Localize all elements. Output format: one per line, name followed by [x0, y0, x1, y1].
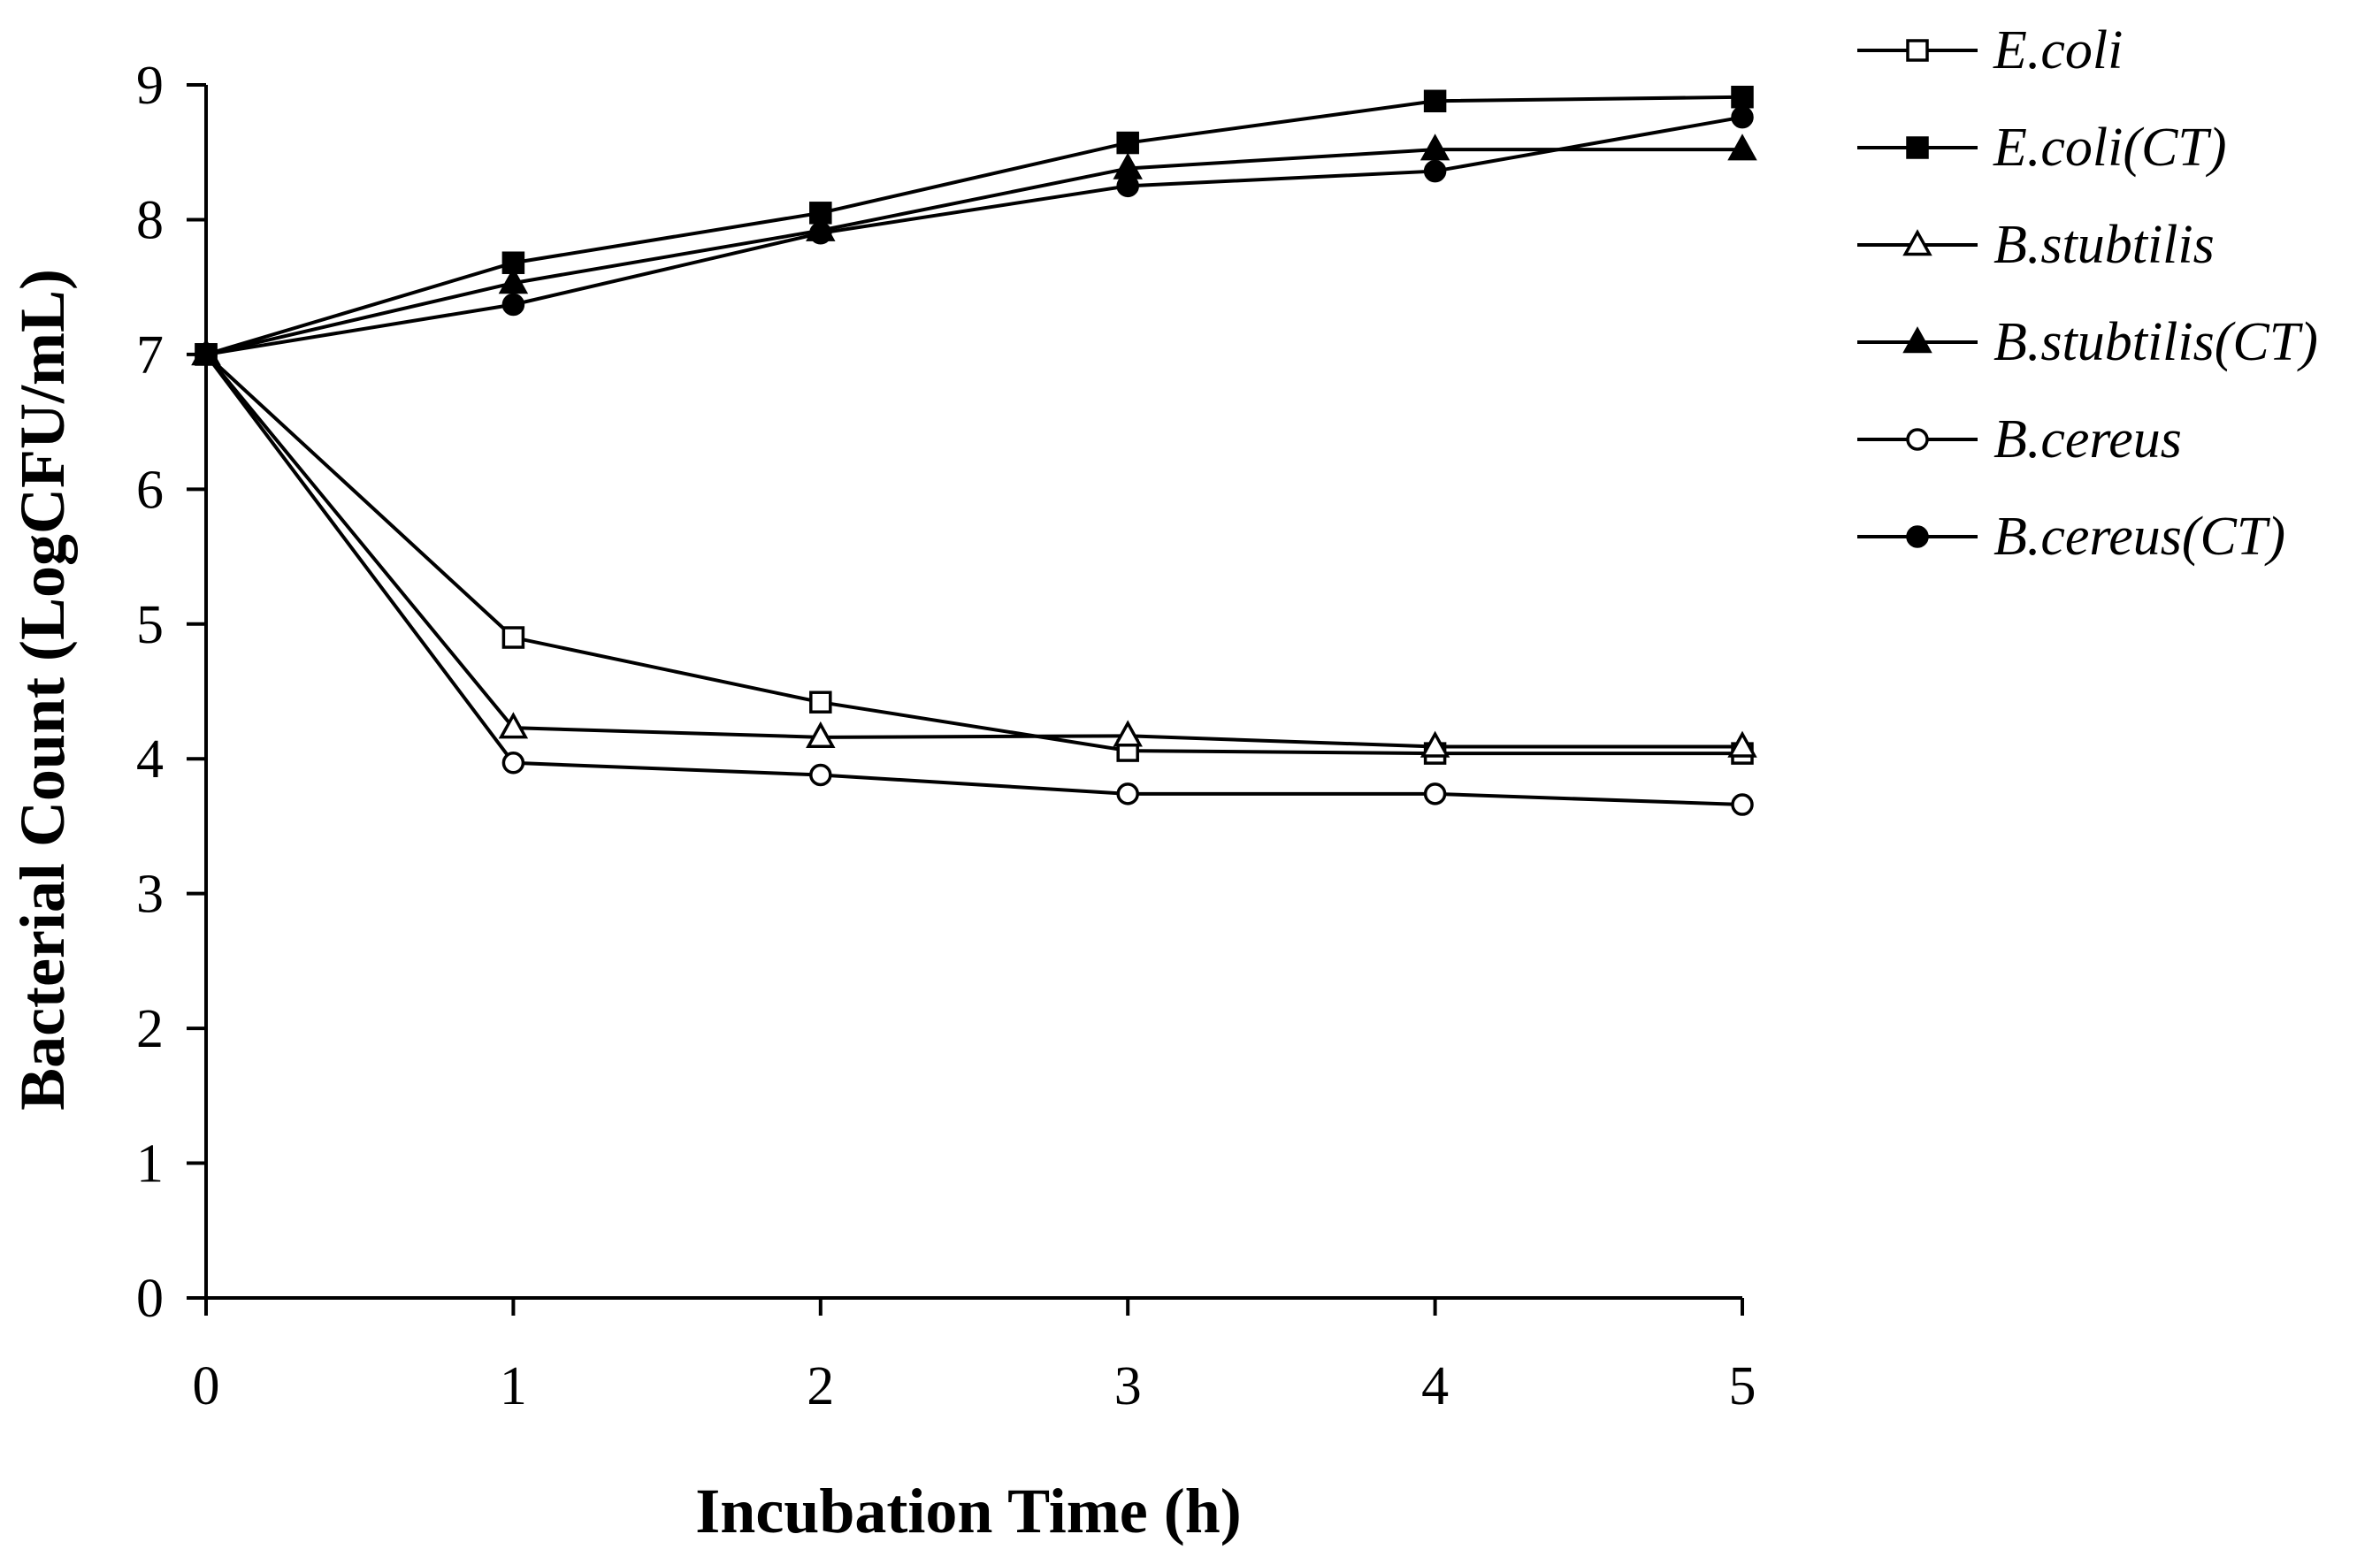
legend-label-3: B.stubtilis(CT) [1994, 312, 2318, 372]
x-tick-label-3: 3 [1114, 1356, 1142, 1416]
y-axis-title: Bacterial Count (LogCFU/mL) [7, 269, 78, 1111]
data-point-4-5 [1731, 793, 1754, 816]
legend-marker-2 [1902, 229, 1932, 256]
legend-item-3: B.stubtilis(CT) [1857, 312, 2318, 372]
data-point-1-4 [1423, 89, 1447, 113]
legend-label-5: B.cereus(CT) [1994, 507, 2285, 567]
series-line-4 [204, 353, 1743, 807]
y-tick-label-3: 3 [136, 865, 164, 925]
data-point-2-4 [1420, 730, 1450, 758]
ticks: 0 1 2 3 4 5 6 7 8 9 0 1 2 3 4 5 [136, 56, 1756, 1416]
data-point-0-1 [501, 626, 525, 649]
y-tick-label-8: 8 [136, 190, 164, 250]
legend: E.coli E.coli(CT) B.stubtilis B.stubtilis(C… [1857, 20, 2318, 567]
legend-marker-0 [1906, 39, 1929, 62]
series-2 [191, 338, 1757, 758]
data-point-3-1 [498, 267, 529, 294]
series-line-1 [205, 95, 1743, 356]
x-tick-label-4: 4 [1421, 1356, 1449, 1416]
data-point-5-3 [1116, 174, 1139, 198]
data-point-4-3 [1116, 782, 1139, 805]
x-axis-title: Incubation Time (h) [695, 1476, 1241, 1546]
series-line-0 [204, 353, 1742, 756]
legend-marker-3 [1902, 326, 1932, 354]
y-tick-label-1: 1 [136, 1134, 164, 1194]
y-tick-label-2: 2 [136, 999, 164, 1059]
x-tick-label-2: 2 [807, 1356, 834, 1416]
legend-marker-4 [1906, 428, 1929, 451]
data-point-2-1 [498, 712, 529, 739]
legend-item-4: B.cereus [1857, 409, 2182, 469]
y-tick-label-5: 5 [136, 595, 164, 655]
legend-label-4: B.cereus [1994, 409, 2182, 469]
y-tick-label-9: 9 [136, 56, 164, 116]
legend-label-0: E.coli [1993, 20, 2123, 80]
data-point-4-4 [1423, 782, 1447, 805]
legend-item-2: B.stubtilis [1857, 215, 2215, 275]
legend-label-1: E.coli(CT) [1993, 118, 2226, 178]
series-5 [195, 105, 1754, 366]
data-point-3-5 [1727, 134, 1757, 161]
series-0 [195, 343, 1754, 765]
legend-item-5: B.cereus(CT) [1857, 507, 2285, 567]
data-point-4-1 [501, 752, 525, 775]
series [191, 85, 1757, 816]
data-point-5-4 [1423, 159, 1447, 183]
legend-item-0: E.coli [1857, 20, 2123, 80]
data-point-1-3 [1116, 131, 1139, 155]
x-tick-label-5: 5 [1729, 1356, 1756, 1416]
data-point-3-4 [1420, 134, 1450, 161]
axes: Bacterial Count (LogCFU/mL) Incubation T… [7, 85, 1742, 1546]
y-tick-label-0: 0 [136, 1269, 164, 1329]
data-point-5-0 [195, 343, 218, 366]
legend-marker-1 [1906, 136, 1929, 159]
series-line-2 [204, 353, 1742, 749]
legend-marker-5 [1906, 525, 1929, 548]
y-tick-label-7: 7 [136, 325, 164, 385]
series-4 [195, 343, 1754, 816]
x-tick-label-0: 0 [193, 1356, 220, 1416]
data-point-1-5 [1731, 85, 1754, 109]
data-point-5-2 [809, 221, 832, 245]
series-line-5 [205, 115, 1743, 356]
data-point-2-5 [1727, 730, 1757, 758]
y-tick-label-6: 6 [136, 460, 164, 520]
y-tick-label-4: 4 [136, 729, 164, 790]
legend-label-2: B.stubtilis [1994, 215, 2215, 275]
data-point-5-5 [1731, 105, 1754, 129]
series-line-3 [205, 148, 1742, 356]
x-tick-label-1: 1 [500, 1356, 527, 1416]
data-point-0-2 [809, 691, 832, 714]
data-point-2-2 [806, 721, 836, 749]
series-1 [195, 85, 1754, 366]
data-point-5-1 [501, 293, 525, 317]
data-point-4-2 [809, 763, 832, 787]
data-point-2-3 [1113, 720, 1143, 747]
series-3 [191, 134, 1757, 366]
legend-item-1: E.coli(CT) [1857, 118, 2226, 178]
